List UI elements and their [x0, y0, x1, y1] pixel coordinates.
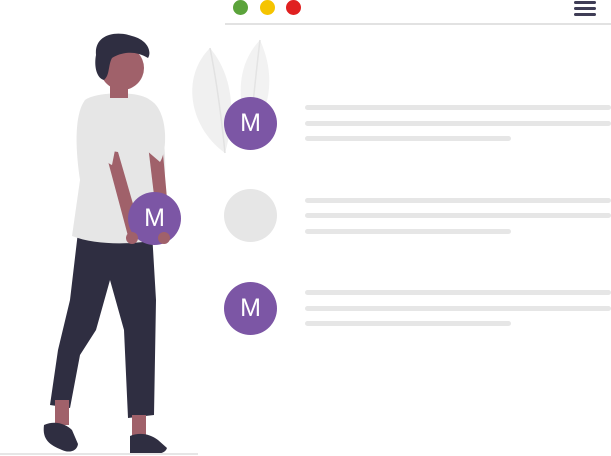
ground-line	[0, 453, 198, 455]
text-placeholder-line	[305, 290, 611, 295]
text-placeholder-line	[305, 321, 511, 326]
window-control-green[interactable]	[233, 0, 248, 15]
header-divider	[225, 23, 611, 25]
text-placeholder-line	[305, 198, 611, 203]
text-placeholder-line	[305, 105, 611, 110]
text-placeholder-line	[305, 213, 611, 218]
window-control-red[interactable]	[286, 0, 301, 15]
person-illustration	[43, 33, 168, 454]
hamburger-menu-icon[interactable]	[574, 1, 596, 17]
avatar[interactable]: M	[224, 97, 277, 150]
hands-illustration	[126, 232, 170, 244]
avatar-placeholder[interactable]	[224, 189, 277, 242]
avatar[interactable]: M	[224, 282, 277, 335]
text-placeholder-line	[305, 121, 611, 126]
text-placeholder-line	[305, 229, 511, 234]
text-placeholder-line	[305, 136, 511, 141]
window-control-yellow[interactable]	[260, 0, 275, 15]
text-placeholder-line	[305, 306, 611, 311]
